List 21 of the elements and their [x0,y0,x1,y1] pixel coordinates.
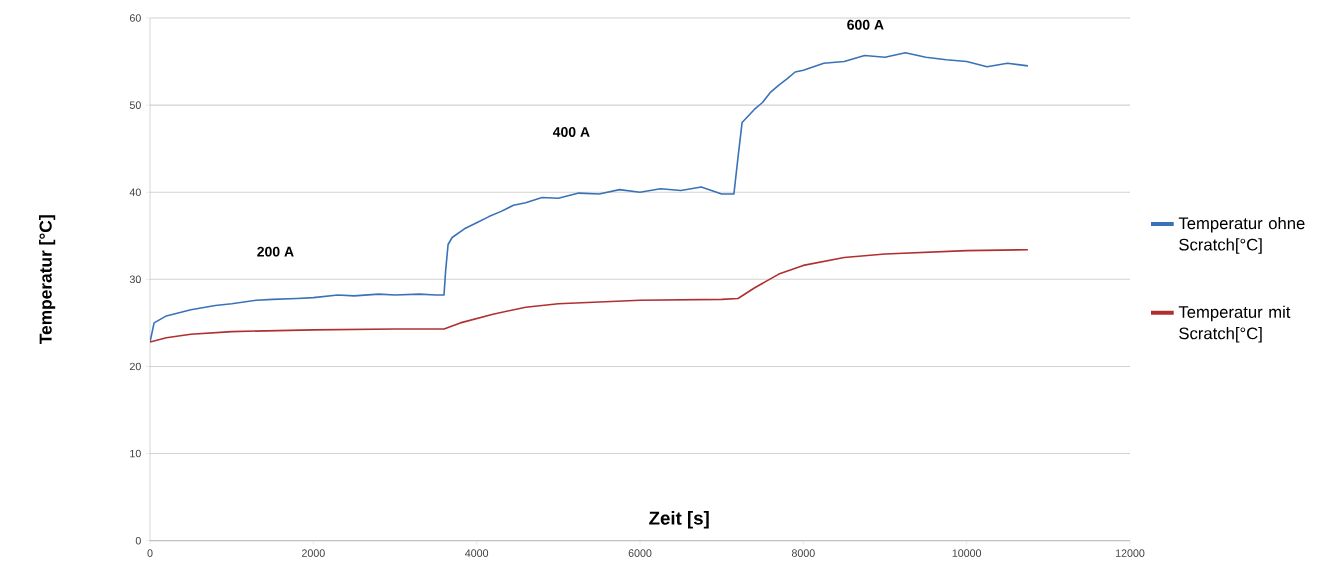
y-tick-label: 40 [129,188,141,196]
y-axis-title: Temperatur [°C] [39,215,56,345]
x-tick-label: 10000 [952,549,982,557]
annotation: 600 A [847,19,884,30]
annotation: 200 A [257,246,294,257]
x-tick-label: 4000 [465,549,489,557]
legend-label: Temperatur mit Scratch[°C] [1178,305,1291,343]
y-tick-label: 60 [129,14,141,22]
y-tick-label: 0 [135,536,141,545]
y-tick-label: 10 [130,449,141,458]
x-tick-label: 6000 [628,549,652,557]
x-axis-title: Zeit [s] [649,511,709,529]
legend-label: Temperatur ohne Scratch[°C] [1178,216,1305,254]
y-tick-label: 50 [129,101,141,109]
annotation: 400 A [552,126,590,137]
x-tick-label: 8000 [791,549,815,557]
y-tick-label: 30 [129,275,141,284]
y-tick-label: 20 [129,362,141,371]
x-tick-label: 0 [147,549,153,557]
x-tick-label: 2000 [302,549,325,557]
x-tick-label: 12000 [1115,549,1145,557]
